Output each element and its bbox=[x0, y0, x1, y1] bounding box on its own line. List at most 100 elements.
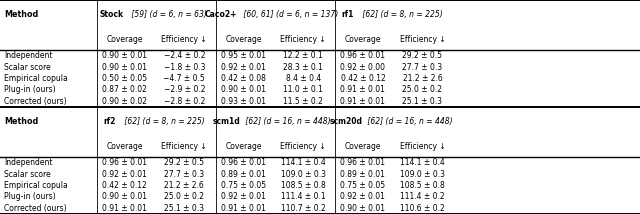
Text: −2.8 ± 0.2: −2.8 ± 0.2 bbox=[164, 97, 205, 106]
Text: Efficiency ↓: Efficiency ↓ bbox=[280, 35, 326, 44]
Text: Coverage: Coverage bbox=[344, 142, 381, 151]
Text: −2.9 ± 0.2: −2.9 ± 0.2 bbox=[164, 85, 205, 95]
Text: 29.2 ± 0.5: 29.2 ± 0.5 bbox=[164, 158, 204, 168]
Text: 0.42 ± 0.12: 0.42 ± 0.12 bbox=[340, 74, 385, 83]
Text: 114.1 ± 0.4: 114.1 ± 0.4 bbox=[400, 158, 445, 168]
Text: 0.91 ± 0.01: 0.91 ± 0.01 bbox=[221, 204, 266, 213]
Text: 0.90 ± 0.01: 0.90 ± 0.01 bbox=[102, 192, 147, 202]
Text: 25.0 ± 0.2: 25.0 ± 0.2 bbox=[164, 192, 204, 202]
Text: Efficiency ↓: Efficiency ↓ bbox=[161, 142, 207, 151]
Text: −4.7 ± 0.5: −4.7 ± 0.5 bbox=[163, 74, 205, 83]
Text: rf2: rf2 bbox=[104, 117, 116, 126]
Text: scm1d: scm1d bbox=[213, 117, 241, 126]
Text: 0.96 ± 0.01: 0.96 ± 0.01 bbox=[340, 51, 385, 61]
Text: [59] (d = 6, n = 63): [59] (d = 6, n = 63) bbox=[129, 10, 207, 19]
Text: Corrected (ours): Corrected (ours) bbox=[4, 204, 67, 213]
Text: 109.0 ± 0.3: 109.0 ± 0.3 bbox=[400, 170, 445, 179]
Text: 0.90 ± 0.01: 0.90 ± 0.01 bbox=[102, 63, 147, 72]
Text: Stock: Stock bbox=[100, 10, 124, 19]
Text: 0.42 ± 0.12: 0.42 ± 0.12 bbox=[102, 181, 147, 190]
Text: 0.95 ± 0.01: 0.95 ± 0.01 bbox=[221, 51, 266, 61]
Text: 0.90 ± 0.01: 0.90 ± 0.01 bbox=[340, 204, 385, 213]
Text: Empirical copula: Empirical copula bbox=[4, 74, 68, 83]
Text: 27.7 ± 0.3: 27.7 ± 0.3 bbox=[403, 63, 442, 72]
Text: Scalar score: Scalar score bbox=[4, 63, 51, 72]
Text: 21.2 ± 2.6: 21.2 ± 2.6 bbox=[403, 74, 442, 83]
Text: Coverage: Coverage bbox=[106, 142, 143, 151]
Text: 11.5 ± 0.2: 11.5 ± 0.2 bbox=[284, 97, 323, 106]
Text: [62] (d = 8, n = 225): [62] (d = 8, n = 225) bbox=[360, 10, 443, 19]
Text: 0.92 ± 0.00: 0.92 ± 0.00 bbox=[340, 63, 385, 72]
Text: 29.2 ± 0.5: 29.2 ± 0.5 bbox=[403, 51, 442, 61]
Text: Empirical copula: Empirical copula bbox=[4, 181, 68, 190]
Text: Efficiency ↓: Efficiency ↓ bbox=[399, 142, 445, 151]
Text: 0.91 ± 0.01: 0.91 ± 0.01 bbox=[340, 97, 385, 106]
Text: Stock: Stock bbox=[0, 213, 1, 214]
Text: scm20d: scm20d bbox=[329, 117, 362, 126]
Text: Method: Method bbox=[4, 10, 38, 19]
Text: 25.1 ± 0.3: 25.1 ± 0.3 bbox=[164, 204, 204, 213]
Text: 0.96 ± 0.01: 0.96 ± 0.01 bbox=[102, 158, 147, 168]
Text: 0.96 ± 0.01: 0.96 ± 0.01 bbox=[221, 158, 266, 168]
Text: rf1: rf1 bbox=[0, 213, 1, 214]
Text: scm1d: scm1d bbox=[0, 213, 1, 214]
Text: 0.96 ± 0.01: 0.96 ± 0.01 bbox=[340, 158, 385, 168]
Text: 0.87 ± 0.02: 0.87 ± 0.02 bbox=[102, 85, 147, 95]
Text: 0.92 ± 0.01: 0.92 ± 0.01 bbox=[221, 192, 266, 202]
Text: 0.92 ± 0.01: 0.92 ± 0.01 bbox=[221, 63, 266, 72]
Text: 108.5 ± 0.8: 108.5 ± 0.8 bbox=[400, 181, 445, 190]
Text: Plug-in (ours): Plug-in (ours) bbox=[4, 192, 56, 202]
Text: 0.90 ± 0.01: 0.90 ± 0.01 bbox=[102, 51, 147, 61]
Text: −1.8 ± 0.3: −1.8 ± 0.3 bbox=[164, 63, 205, 72]
Text: 0.75 ± 0.05: 0.75 ± 0.05 bbox=[340, 181, 385, 190]
Text: 110.7 ± 0.2: 110.7 ± 0.2 bbox=[281, 204, 326, 213]
Text: 0.91 ± 0.01: 0.91 ± 0.01 bbox=[340, 85, 385, 95]
Text: 109.0 ± 0.3: 109.0 ± 0.3 bbox=[281, 170, 326, 179]
Text: Efficiency ↓: Efficiency ↓ bbox=[161, 35, 207, 44]
Text: 0.93 ± 0.01: 0.93 ± 0.01 bbox=[221, 97, 266, 106]
Text: [62] (d = 16, n = 448): [62] (d = 16, n = 448) bbox=[365, 117, 452, 126]
Text: 0.75 ± 0.05: 0.75 ± 0.05 bbox=[221, 181, 266, 190]
Text: 12.2 ± 0.1: 12.2 ± 0.1 bbox=[284, 51, 323, 61]
Text: 0.90 ± 0.01: 0.90 ± 0.01 bbox=[221, 85, 266, 95]
Text: 111.4 ± 0.2: 111.4 ± 0.2 bbox=[400, 192, 445, 202]
Text: Caco2+: Caco2+ bbox=[0, 213, 1, 214]
Text: 0.91 ± 0.01: 0.91 ± 0.01 bbox=[102, 204, 147, 213]
Text: 11.0 ± 0.1: 11.0 ± 0.1 bbox=[284, 85, 323, 95]
Text: 0.89 ± 0.01: 0.89 ± 0.01 bbox=[340, 170, 385, 179]
Text: 114.1 ± 0.4: 114.1 ± 0.4 bbox=[281, 158, 326, 168]
Text: 0.50 ± 0.05: 0.50 ± 0.05 bbox=[102, 74, 147, 83]
Text: 0.90 ± 0.02: 0.90 ± 0.02 bbox=[102, 97, 147, 106]
Text: rf1: rf1 bbox=[342, 10, 354, 19]
Text: Efficiency ↓: Efficiency ↓ bbox=[280, 142, 326, 151]
Text: 25.1 ± 0.3: 25.1 ± 0.3 bbox=[403, 97, 442, 106]
Text: 0.92 ± 0.01: 0.92 ± 0.01 bbox=[340, 192, 385, 202]
Text: Coverage: Coverage bbox=[344, 35, 381, 44]
Text: [62] (d = 16, n = 448): [62] (d = 16, n = 448) bbox=[243, 117, 331, 126]
Text: rf2: rf2 bbox=[0, 213, 1, 214]
Text: Caco2+: Caco2+ bbox=[204, 10, 237, 19]
Text: Plug-in (ours): Plug-in (ours) bbox=[4, 85, 56, 95]
Text: −2.4 ± 0.2: −2.4 ± 0.2 bbox=[164, 51, 205, 61]
Text: 8.4 ± 0.4: 8.4 ± 0.4 bbox=[285, 74, 321, 83]
Text: Independent: Independent bbox=[4, 51, 52, 61]
Text: Efficiency ↓: Efficiency ↓ bbox=[399, 35, 445, 44]
Text: Scalar score: Scalar score bbox=[4, 170, 51, 179]
Text: Corrected (ours): Corrected (ours) bbox=[4, 97, 67, 106]
Text: 21.2 ± 2.6: 21.2 ± 2.6 bbox=[164, 181, 204, 190]
Text: 0.89 ± 0.01: 0.89 ± 0.01 bbox=[221, 170, 266, 179]
Text: Coverage: Coverage bbox=[106, 35, 143, 44]
Text: 110.6 ± 0.2: 110.6 ± 0.2 bbox=[400, 204, 445, 213]
Text: scm20d: scm20d bbox=[0, 213, 1, 214]
Text: 27.7 ± 0.3: 27.7 ± 0.3 bbox=[164, 170, 204, 179]
Text: Independent: Independent bbox=[4, 158, 52, 168]
Text: [60, 61] (d = 6, n = 137): [60, 61] (d = 6, n = 137) bbox=[241, 10, 339, 19]
Text: Coverage: Coverage bbox=[225, 142, 262, 151]
Text: 25.0 ± 0.2: 25.0 ± 0.2 bbox=[403, 85, 442, 95]
Text: 0.42 ± 0.08: 0.42 ± 0.08 bbox=[221, 74, 266, 83]
Text: Coverage: Coverage bbox=[225, 35, 262, 44]
Text: 108.5 ± 0.8: 108.5 ± 0.8 bbox=[281, 181, 326, 190]
Text: [62] (d = 8, n = 225): [62] (d = 8, n = 225) bbox=[122, 117, 205, 126]
Text: 0.92 ± 0.01: 0.92 ± 0.01 bbox=[102, 170, 147, 179]
Text: 111.4 ± 0.1: 111.4 ± 0.1 bbox=[281, 192, 326, 202]
